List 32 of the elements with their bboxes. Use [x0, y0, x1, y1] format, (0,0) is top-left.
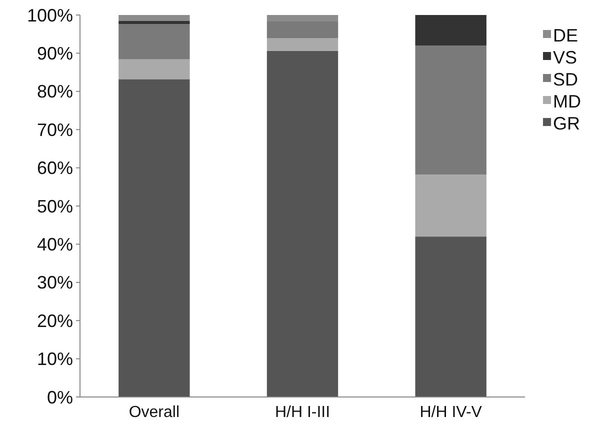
bar [415, 236, 486, 397]
bar [266, 50, 338, 397]
bar [118, 24, 190, 60]
x-tick-label: Overall [128, 404, 180, 421]
legend-label: GR [553, 113, 580, 134]
y-tick-label: 60% [36, 158, 73, 178]
bar [266, 15, 338, 22]
y-tick-label: 90% [36, 44, 73, 64]
bar [415, 15, 486, 46]
bar [266, 21, 338, 38]
y-tick-label: 80% [36, 82, 73, 102]
y-tick-label: 50% [36, 196, 73, 216]
y-tick-label: 70% [36, 120, 73, 140]
bar [118, 79, 190, 397]
x-tick-label: H/H I-III [274, 404, 330, 421]
bar [415, 174, 486, 237]
bar [118, 20, 190, 24]
y-tick-label: 30% [36, 272, 73, 293]
y-tick-label: 20% [36, 310, 73, 331]
legend-label: SD [553, 69, 578, 90]
legend-label: MD [553, 91, 581, 112]
y-tick-label: 10% [36, 349, 73, 370]
y-tick-label: 0% [46, 387, 73, 408]
legend-label: DE [553, 25, 578, 46]
y-tick-label: 40% [36, 234, 73, 254]
x-tick-label: H/H IV-V [420, 404, 482, 421]
bar [266, 38, 338, 51]
legend-label: VS [553, 47, 578, 68]
bar [118, 59, 190, 80]
y-tick-label: 100% [26, 5, 73, 26]
bar [415, 46, 486, 175]
bar [118, 15, 190, 21]
